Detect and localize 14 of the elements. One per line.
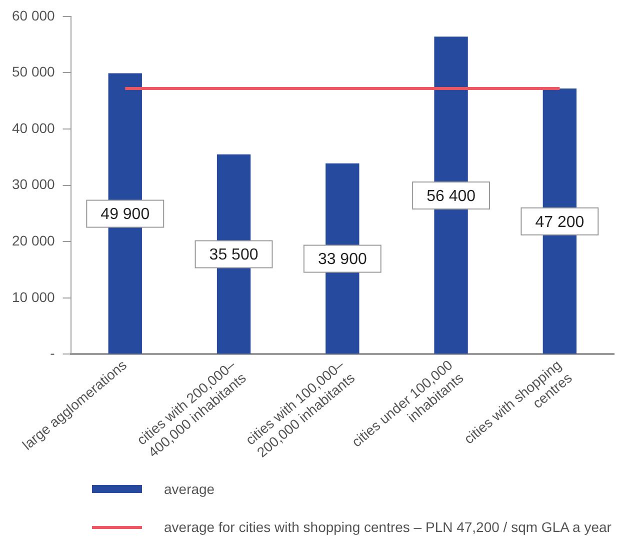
y-tick-label: 40 000 xyxy=(12,120,56,136)
legend-label: average for cities with shopping centres – PLN 47,200 / sqm GLA a year xyxy=(164,519,612,535)
data-label: 47 200 xyxy=(535,214,584,231)
y-tick-label: 20 000 xyxy=(12,232,56,248)
data-label: 35 500 xyxy=(209,246,258,264)
legend-label: average xyxy=(164,481,215,497)
y-tick-label: 60 000 xyxy=(12,7,56,24)
data-label: 49 900 xyxy=(100,206,150,224)
y-tick-label: 30 000 xyxy=(12,176,56,192)
data-label: 56 400 xyxy=(426,188,476,205)
y-tick-label: 10 000 xyxy=(12,288,56,305)
y-tick-label: - xyxy=(50,345,56,362)
y-tick-label: 50 000 xyxy=(12,64,56,80)
data-label: 33 900 xyxy=(318,251,367,268)
